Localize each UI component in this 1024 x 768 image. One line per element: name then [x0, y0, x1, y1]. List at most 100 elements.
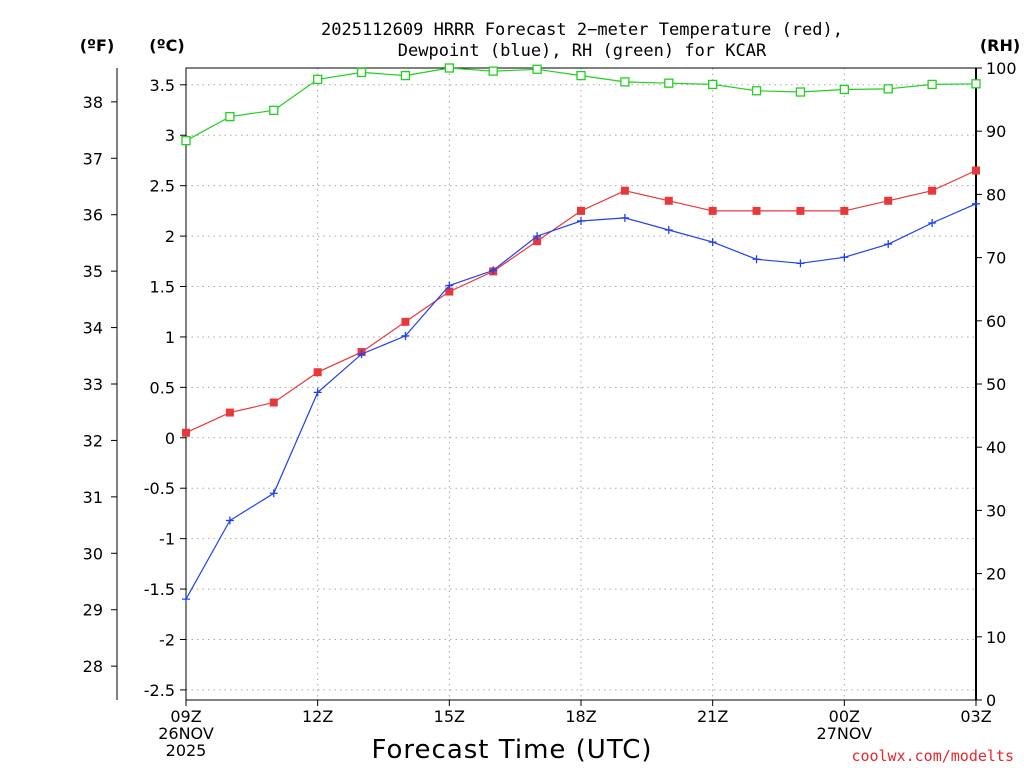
celsius-tick-label: -2: [159, 630, 175, 649]
rh-point: [971, 79, 981, 89]
rh-point: [444, 63, 454, 73]
celsius-tick-label: -1.5: [144, 580, 175, 599]
rh-tick-label: 90: [986, 122, 1006, 141]
temperature-point: [533, 237, 542, 246]
chart-title: 2025112609 HRRR Forecast 2−meter Tempera…: [321, 20, 843, 40]
dewpoint-point: [533, 232, 542, 241]
grid: [186, 68, 976, 700]
dewpoint-point: [269, 489, 278, 498]
celsius-tick-label: -0.5: [144, 479, 175, 498]
rh-point: [400, 70, 411, 81]
celsius-tick-label: 0.5: [150, 378, 175, 397]
temperature-point: [928, 186, 937, 195]
x-tick-label: 18Z: [565, 707, 596, 726]
x-tick-label: 03Z: [960, 707, 991, 726]
temperature-point: [972, 166, 980, 175]
rh-tick-label: 40: [986, 438, 1006, 457]
celsius-tick-label: -2.5: [144, 681, 175, 700]
temperature-point: [445, 287, 454, 296]
rh-point: [927, 79, 937, 90]
rh-point: [751, 86, 762, 96]
temperature-point: [313, 368, 322, 377]
celsius-tick-label: -1: [159, 530, 175, 549]
rh-point: [620, 77, 630, 87]
dewpoint-point: [796, 259, 805, 268]
temperature-point: [752, 206, 761, 215]
rh-point: [356, 67, 367, 78]
celsius-tick-label: 0: [165, 429, 175, 448]
rh-point: [795, 87, 806, 97]
temperature-point: [225, 408, 234, 417]
temperature-point: [401, 317, 410, 326]
celsius-tick-label: 1.5: [150, 278, 175, 297]
dewpoint-point: [620, 213, 629, 222]
celsius-tick-label: 2: [165, 227, 175, 246]
rh-point: [225, 112, 235, 122]
rh-tick-label: 80: [986, 185, 1006, 204]
fahrenheit-tick-label: 37: [83, 149, 103, 168]
rh-point: [181, 136, 191, 146]
site-credit: coolwx.com/modelts: [851, 747, 1014, 765]
rh-point: [576, 70, 586, 81]
celsius-tick-label: 3.5: [150, 76, 175, 95]
rh-unit-label: (RH): [980, 36, 1020, 55]
celsius-axis: -2.5 -2 -1.5 -1 -0.5 0 0.5 1 1.5 2 2.5 3 3.5: [144, 76, 186, 700]
temperature-point: [577, 206, 585, 215]
fahrenheit-tick-label: 35: [83, 262, 103, 281]
temperature-point: [620, 186, 629, 195]
rh-tick-label: 100: [986, 59, 1017, 78]
rh-point: [313, 74, 323, 85]
temperature-point: [664, 196, 673, 205]
fahrenheit-tick-label: 33: [83, 375, 103, 394]
fahrenheit-tick-label: 38: [83, 93, 103, 112]
fahrenheit-tick-label: 34: [83, 319, 103, 338]
rh-tick-label: 50: [986, 375, 1006, 394]
x-tick-label: 12Z: [302, 707, 333, 726]
fahrenheit-tick-label: 30: [83, 544, 103, 563]
dewpoint-point: [225, 516, 234, 525]
celsius-tick-label: 1: [165, 328, 175, 347]
fahrenheit-unit-label: (ºF): [80, 36, 115, 55]
temperature-point: [269, 398, 278, 407]
rh-axis: 0 10 20 30 40 50 60 70 80 90 100: [976, 59, 1017, 710]
dewpoint-point: [972, 199, 980, 208]
celsius-tick-label: 3: [165, 126, 175, 145]
x-tick-label: 00Z: [829, 707, 860, 726]
rh-tick-label: 60: [986, 312, 1006, 331]
rh-point: [532, 64, 542, 74]
x-tick-label: 2025: [166, 741, 207, 760]
x-tick-label: 21Z: [697, 707, 728, 726]
temperature-point: [708, 206, 717, 215]
rh-tick-label: 30: [986, 501, 1006, 520]
series: [181, 63, 981, 604]
dewpoint-point: [445, 281, 454, 290]
x-axis-title: Forecast Time (UTC): [371, 735, 652, 765]
rh-point: [488, 66, 498, 76]
rh-tick-label: 10: [986, 628, 1006, 647]
temperature-point: [840, 206, 849, 215]
chart-subtitle: Dewpoint (blue), RH (green) for KCAR: [398, 41, 767, 61]
fahrenheit-tick-label: 29: [83, 601, 103, 620]
rh-point: [664, 78, 674, 88]
temperature-point: [796, 206, 805, 215]
x-tick-label: 15Z: [434, 707, 465, 726]
fahrenheit-tick-label: 36: [83, 206, 103, 225]
dewpoint-point: [489, 266, 498, 275]
x-tick-label: 09Z: [170, 707, 201, 726]
x-tick-label: 27NOV: [817, 724, 873, 743]
dewpoint-point: [313, 388, 322, 397]
celsius-tick-label: 2.5: [150, 177, 175, 196]
fahrenheit-tick-label: 28: [83, 657, 103, 676]
dewpoint-point: [182, 595, 190, 604]
dewpoint-point: [401, 331, 410, 340]
celsius-unit-label: (ºC): [149, 36, 184, 55]
dewpoint-point: [840, 253, 849, 262]
dewpoint-point: [577, 216, 585, 225]
dewpoint-point: [357, 350, 366, 359]
rh-point: [708, 79, 718, 90]
fahrenheit-axis: 28 29 30 31 32 33 34 35 36 37 38: [83, 93, 117, 676]
dewpoint-point: [752, 255, 761, 264]
